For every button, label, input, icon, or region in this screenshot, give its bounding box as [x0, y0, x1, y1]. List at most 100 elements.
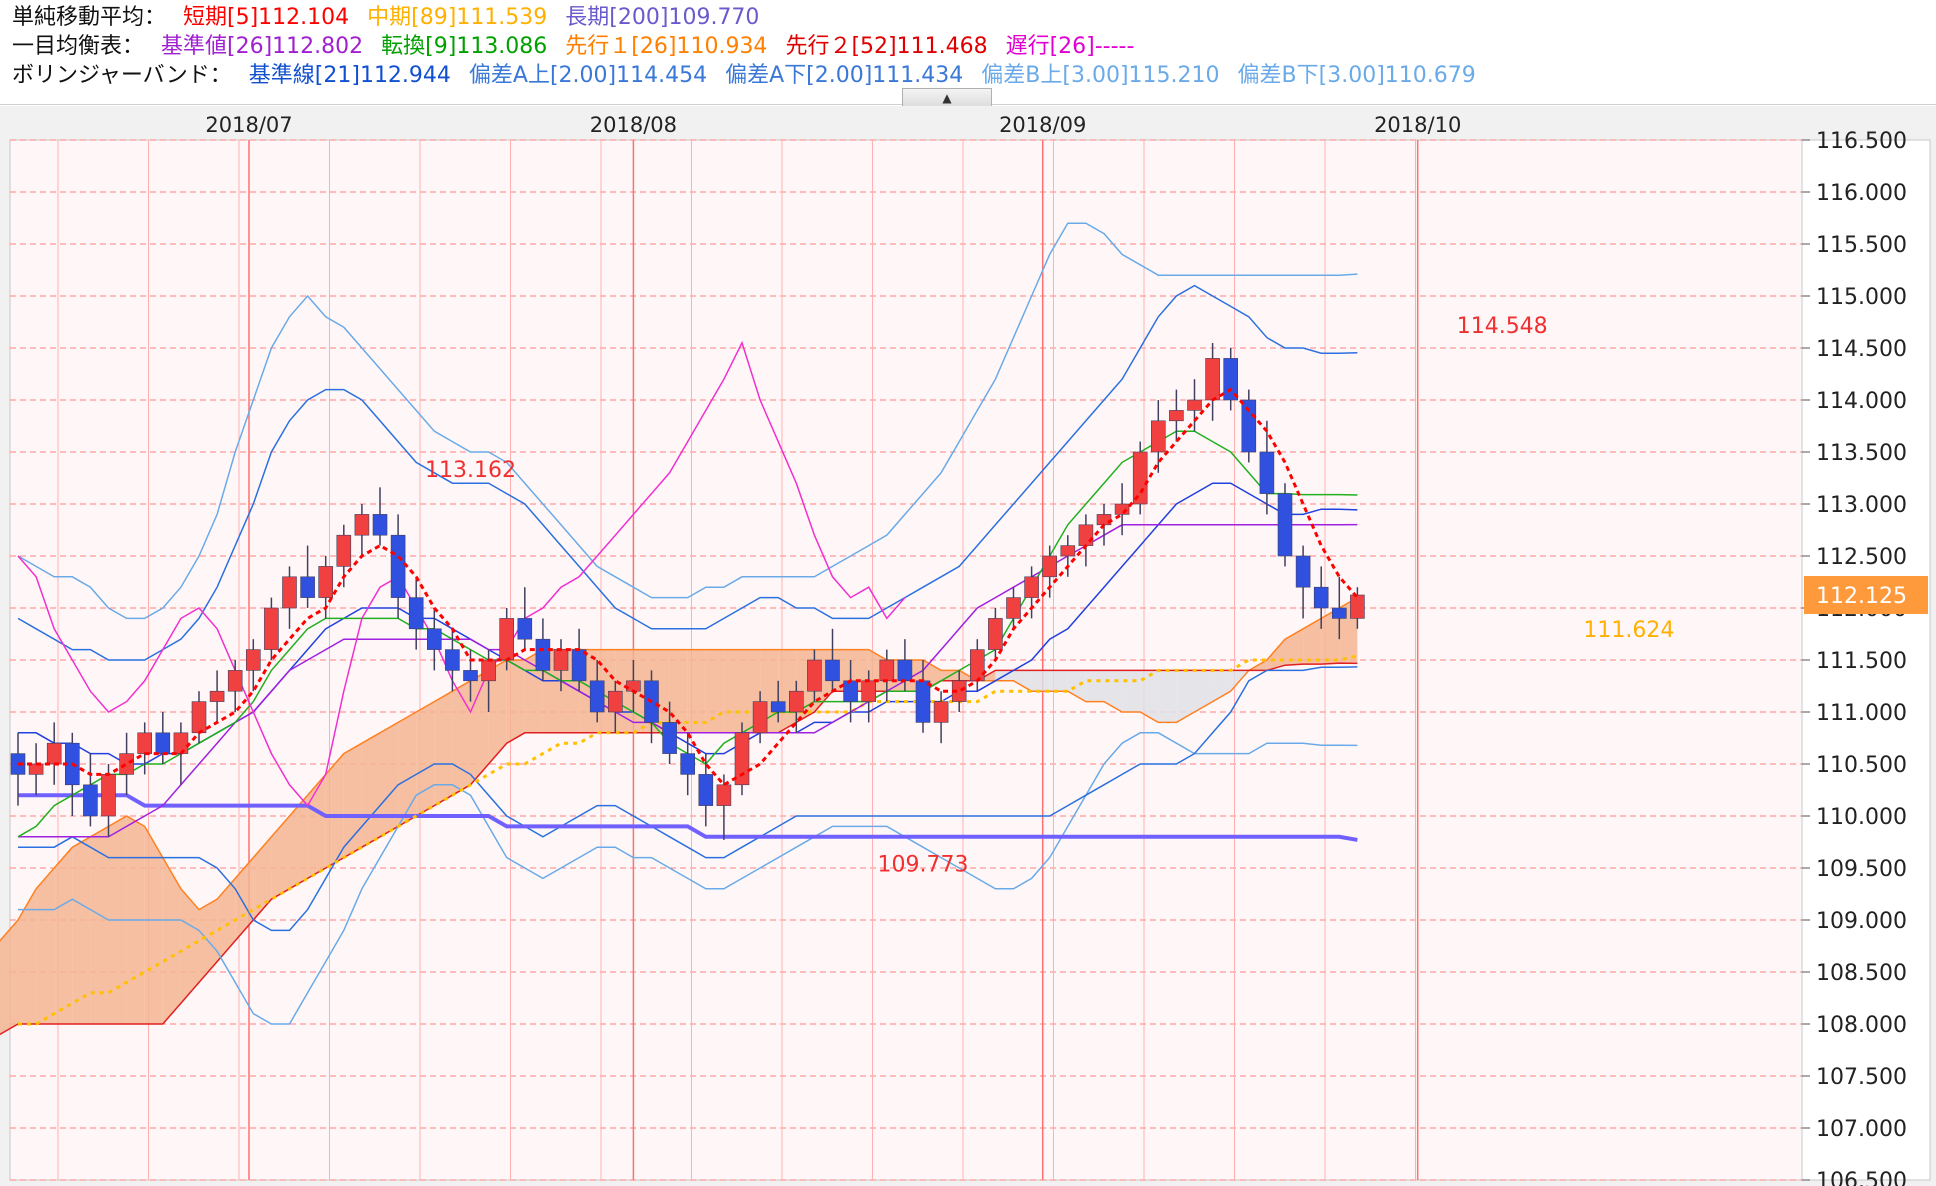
collapse-legend-button[interactable]: ▲: [902, 88, 992, 107]
ichimoku-cloud-segment: [1285, 628, 1304, 666]
candle-body: [879, 659, 895, 682]
candle-body: [843, 680, 858, 702]
ichimoku-cloud-segment: [1158, 670, 1177, 723]
candle-body: [589, 680, 605, 713]
ichimoku-cloud-segment: [398, 712, 417, 827]
sma-legend-row: 単純移動平均： 短期[5]112.104 中期[89]111.539 長期[200]…: [12, 4, 777, 32]
candle-body: [336, 534, 352, 567]
senkou-span-a-line: [0, 596, 1358, 942]
price-tick-label: 111.000: [1816, 701, 1907, 726]
price-tick-label: 106.500: [1816, 1169, 1907, 1186]
price-tick-label: 116.500: [1816, 129, 1907, 154]
candle-body: [408, 597, 424, 630]
candle-body: [988, 618, 1003, 650]
candle-body: [716, 784, 732, 806]
candle-body: [1259, 451, 1275, 494]
bollinger-a-upper-line: [17, 284, 1358, 661]
candle-body: [1313, 586, 1329, 609]
candle-body: [680, 753, 696, 775]
price-tick-label: 113.000: [1816, 493, 1907, 518]
ichimoku-cloud-segment: [1321, 608, 1340, 665]
ichimoku-cloud-segment: [1085, 670, 1104, 702]
bollinger-b-upper-line: [17, 222, 1358, 620]
price-annotation: 114.548: [1457, 314, 1548, 339]
candle-body: [191, 701, 207, 734]
price-tick-label: 108.000: [1816, 1013, 1907, 1038]
price-tick-label: 109.500: [1816, 857, 1907, 882]
price-tick-label: 112.500: [1816, 545, 1907, 570]
sma-legend-item: 長期[200]109.770: [565, 5, 760, 30]
candle-body: [969, 649, 985, 682]
ichimoku-cloud-segment: [235, 857, 254, 941]
candle-body: [1006, 597, 1021, 619]
candle-body: [662, 722, 677, 754]
candle-body: [915, 680, 931, 723]
ichimoku-legend-item: 基準値[26]112.802: [161, 34, 364, 59]
ichimoku-cloud-segment: [18, 888, 37, 1024]
candle-body: [1205, 358, 1220, 401]
candle-body: [1295, 555, 1311, 588]
candle-body: [553, 649, 569, 671]
ichimoku-cloud-segment: [36, 868, 55, 1024]
sma-legend-item: 中期[89]111.539: [367, 5, 548, 30]
bollinger-legend-item: 基準線[21]112.944: [248, 63, 451, 88]
ichimoku-cloud-segment: [1140, 670, 1159, 723]
candle-body: [752, 701, 768, 734]
candle-body: [209, 690, 225, 702]
ichimoku-legend-item: 転換[9]113.086: [381, 34, 548, 59]
candle-body: [499, 618, 515, 661]
ichimoku-cloud-segment: [289, 795, 308, 889]
candle-body: [1042, 555, 1057, 578]
candle-body: [535, 638, 551, 671]
candle-body: [1060, 545, 1076, 557]
ichimoku-cloud-segment: [162, 857, 181, 1024]
bollinger-legend-item: 偏差A上[2.00]114.454: [468, 63, 708, 88]
ichimoku-cloud-segment: [1049, 670, 1068, 692]
price-tick-label: 115.000: [1816, 285, 1907, 310]
ichimoku-cloud-segment: [361, 732, 380, 848]
candle-body: [463, 670, 478, 682]
candle-body: [825, 659, 840, 682]
month-label: 2018/08: [590, 113, 677, 137]
candle-body: [1151, 420, 1166, 453]
ichimoku-cloud-segment: [1031, 670, 1050, 692]
candle-body: [426, 628, 442, 650]
ichimoku-cloud-segment: [343, 743, 362, 858]
ichimoku-cloud-segment: [434, 691, 453, 806]
ichimoku-cloud-segment: [90, 826, 109, 1024]
month-label: 2018/09: [999, 113, 1086, 137]
price-tick-label: 110.000: [1816, 805, 1907, 830]
price-tick-label: 111.500: [1816, 649, 1907, 674]
ichimoku-cloud-segment: [253, 836, 272, 920]
triangle-up-icon: ▲: [942, 91, 952, 105]
ichimoku-cloud-segment: [217, 878, 236, 962]
price-tick-label: 107.500: [1816, 1065, 1907, 1090]
candle-body: [300, 576, 315, 598]
price-tick-label: 109.000: [1816, 909, 1907, 934]
candle-body: [282, 576, 297, 609]
candle-body: [318, 566, 334, 598]
price-tick-label: 107.000: [1816, 1117, 1907, 1142]
candle-body: [1350, 594, 1365, 619]
candle-body: [372, 514, 388, 536]
price-tick-label: 116.000: [1816, 181, 1907, 206]
ichimoku-cloud-segment: [705, 649, 724, 733]
candle-body: [1114, 503, 1130, 515]
ichimoku-cloud-segment: [307, 774, 326, 879]
candle-body: [173, 732, 189, 754]
month-label: 2018/10: [1374, 113, 1461, 137]
price-tick-label: 110.500: [1816, 753, 1907, 778]
ichimoku-cloud-segment: [1266, 639, 1285, 671]
ichimoku-legend-label: 一目均衡表：: [12, 34, 145, 59]
candle-body: [517, 618, 533, 640]
candle-body: [354, 514, 370, 536]
ichimoku-cloud-segment: [72, 836, 91, 1024]
price-tick-label: 108.500: [1816, 961, 1907, 986]
bollinger-legend-item: 偏差A下[2.00]111.434: [725, 63, 964, 88]
price-annotation: 109.773: [878, 853, 969, 878]
chart-area[interactable]: 106.500 107.000 107.500 108.000 108.500 109.0…: [0, 106, 1936, 1186]
candle-body: [770, 701, 786, 713]
candlestick-chart[interactable]: 106.500 107.000 107.500 108.000 108.500 109.0…: [0, 106, 1936, 1186]
candle-body: [83, 784, 98, 817]
ichimoku-cloud-segment: [687, 649, 706, 733]
